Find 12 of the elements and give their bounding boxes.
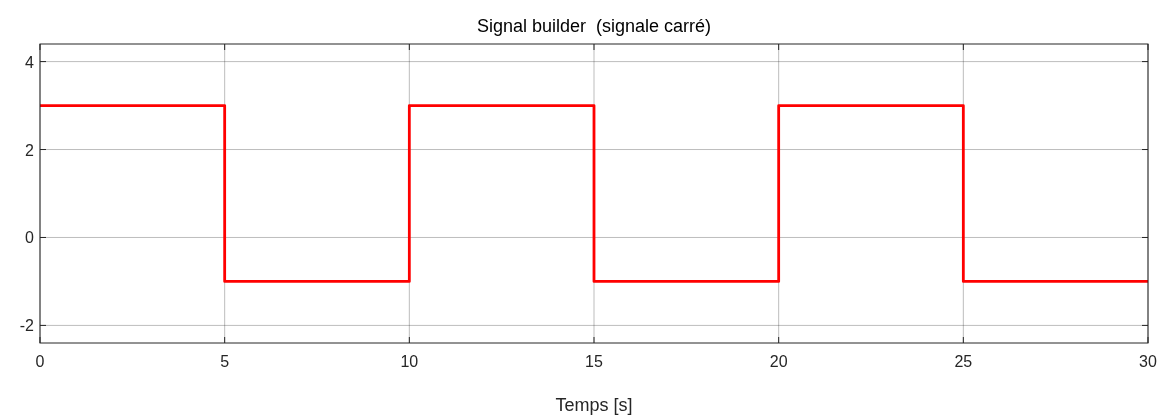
y-tick-label: 0	[25, 229, 35, 247]
chart-title: Signal builder (signale carré)	[476, 16, 712, 36]
x-tick-label: 30	[1139, 353, 1157, 370]
x-tick-label: 25	[954, 353, 973, 370]
y-tick-label: 2	[25, 141, 35, 159]
x-axis-title: Temps [s]	[555, 395, 633, 415]
x-tick-label: 20	[769, 353, 788, 370]
y-tick-label: 4	[25, 53, 35, 71]
x-tick-label: 5	[220, 353, 230, 370]
x-tick-label: 15	[585, 353, 603, 370]
x-tick-label: 10	[400, 353, 419, 370]
y-tick-label: -2	[19, 317, 35, 335]
